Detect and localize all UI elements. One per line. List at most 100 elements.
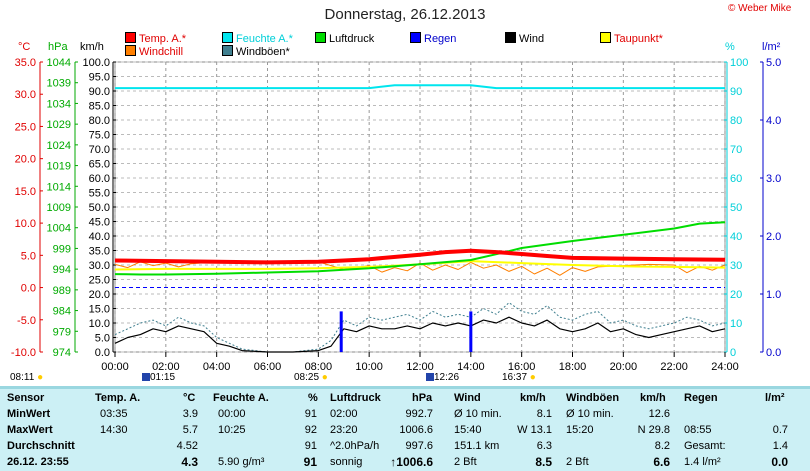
stats-cell-wi_v: 6.3 — [536, 440, 552, 452]
marker-sunrise-2: 08:25 ● — [294, 372, 328, 383]
stats-header-regen-unit: l/m² — [765, 392, 785, 404]
x-tick-label: 10:00 — [355, 361, 383, 373]
stats-cell-feu_v: 92 — [304, 424, 317, 436]
stats-cell-re_t: Gesamt: — [684, 440, 726, 452]
axis-unit-pct: % — [725, 41, 735, 53]
stats-cell-temp_v: 5.7 — [182, 424, 198, 436]
wind_kmh-tick-label: 70.0 — [89, 144, 110, 156]
humidity_pct-tick-label: 10 — [730, 318, 742, 330]
x-tick-label: 22:00 — [660, 361, 688, 373]
temp_c-tick-label: 35.0 — [15, 57, 36, 69]
stats-cell-bo_v: 8.2 — [654, 440, 670, 452]
x-tick-label: 24:00 — [711, 361, 739, 373]
wind_kmh-tick-label: 85.0 — [89, 101, 110, 113]
stats-cell-dr_t: ^2.0hPa/h — [330, 440, 380, 452]
stats-cell-re_t: 1.4 l/m² — [684, 456, 721, 468]
temp_c-tick-label: 10.0 — [15, 218, 36, 230]
wind_kmh-tick-label: 10.0 — [89, 318, 110, 330]
rain_lm2-tick-label: 4.0 — [766, 115, 781, 127]
legend-windchill: Windchill — [125, 45, 183, 58]
chart-series — [114, 84, 726, 353]
x-tick-label: 00:00 — [101, 361, 129, 373]
legend-luftdruck-swatch — [315, 32, 326, 43]
stats-header-wind: Wind — [454, 392, 481, 404]
stats-cell-label: Durchschnitt — [7, 440, 75, 452]
temp_c-tick-label: 25.0 — [15, 121, 36, 133]
pressure_hpa-tick-label: 1004 — [47, 223, 71, 235]
marker-moonset: 12:26 — [426, 372, 459, 383]
wind_kmh-tick-label: 40.0 — [89, 231, 110, 243]
stats-cell-dr_v: 992.7 — [405, 408, 433, 420]
temp_c-tick-label: 30.0 — [15, 89, 36, 101]
series-temp-a — [114, 248, 726, 265]
rain-bar — [469, 311, 473, 352]
stats-header-boeen: Windböen — [566, 392, 620, 404]
legend-temp-swatch — [125, 32, 136, 43]
legend-regen: Regen — [410, 32, 456, 45]
humidity_pct-tick-label: 50 — [730, 202, 742, 214]
x-tick-label: 06:00 — [254, 361, 282, 373]
stats-header-temp: Temp. A. — [95, 392, 141, 404]
chart-grid — [114, 61, 726, 353]
wind_kmh-tick-label: 5.0 — [95, 333, 110, 345]
legend-windboeen-label: Windböen* — [236, 46, 290, 58]
stats-header-druck: Luftdruck — [330, 392, 381, 404]
axis-unit-hpa: hPa — [48, 41, 68, 53]
stats-cell-bo_t: Ø 10 min. — [566, 408, 614, 420]
humidity_pct-tick-label: 20 — [730, 289, 742, 301]
stats-cell-dr_v: ↑1006.6 — [390, 455, 433, 469]
wind_kmh-tick-label: 80.0 — [89, 115, 110, 127]
rain_lm2-tick-label: 5.0 — [766, 57, 781, 69]
marker-moonrise: 01:15 — [142, 372, 175, 383]
pressure_hpa-tick-label: 1034 — [47, 98, 71, 110]
legend-taupunkt-swatch — [600, 32, 611, 43]
stats-cell-label: 26.12. 23:55 — [7, 456, 69, 468]
stats-cell-wi_v: 8.5 — [535, 455, 552, 469]
pressure_hpa-tick-label: 1029 — [47, 119, 71, 131]
wind_kmh-tick-label: 95.0 — [89, 72, 110, 84]
stats-cell-re_t: 08:55 — [684, 424, 712, 436]
y-axes: 35.0 30.0 25.0 20.0 15.0 10.0 5.0 0.0 -5.0 -10.0 1… — [11, 57, 781, 359]
pressure_hpa-tick-label: 984 — [53, 306, 71, 318]
humidity_pct-tick-label: 40 — [730, 231, 742, 243]
wind_kmh-tick-label: 0.0 — [95, 347, 110, 359]
wind_kmh-tick-label: 15.0 — [89, 304, 110, 316]
stats-cell-feu_v: 91 — [304, 408, 317, 420]
stats-cell-bo_v: 12.6 — [648, 408, 670, 420]
pressure_hpa-tick-label: 1009 — [47, 202, 71, 214]
temp_c-tick-label: 20.0 — [15, 154, 36, 166]
wind_kmh-tick-label: 60.0 — [89, 173, 110, 185]
wind_kmh-tick-label: 30.0 — [89, 260, 110, 272]
marker-sunset: 16:37 ● — [502, 372, 536, 383]
temp_c-tick-label: -10.0 — [11, 347, 36, 359]
humidity_pct-tick-label: 30 — [730, 260, 742, 272]
stats-header-wind-unit: km/h — [520, 392, 546, 404]
stats-cell-label: MinWert — [7, 408, 51, 420]
legend-windboeen: Windböen* — [222, 45, 290, 58]
stats-cell-wi_t: 151.1 km — [454, 440, 500, 452]
axis-unit-temp: °C — [18, 41, 31, 53]
legend-feuchte-label: Feuchte A.* — [236, 33, 293, 45]
pressure_hpa-tick-label: 1024 — [47, 140, 71, 152]
stats-cell-re_v: 0.7 — [772, 424, 788, 436]
stats-cell-feu_t: 5.90 g/m³ — [218, 456, 265, 468]
stats-header-temp-unit: °C — [183, 392, 196, 404]
stats-cell-bo_t: 15:20 — [566, 424, 594, 436]
pressure_hpa-tick-label: 989 — [53, 285, 71, 297]
stats-header-boeen-unit: km/h — [640, 392, 666, 404]
stats-header-druck-unit: hPa — [412, 392, 433, 404]
stats-cell-temp_t: 14:30 — [100, 424, 128, 436]
legend-taupunkt: Taupunkt* — [600, 32, 663, 45]
copyright: © Weber Mike — [728, 3, 792, 14]
stats-header-regen: Regen — [684, 392, 718, 404]
x-tick-label: 12:00 — [406, 361, 434, 373]
stats-cell-temp_v: 4.3 — [181, 455, 198, 469]
page-title: Donnerstag, 26.12.2013 — [324, 6, 486, 23]
stats-cell-temp_v: 4.52 — [176, 440, 198, 452]
rain-bar — [339, 311, 343, 352]
legend-temp: Temp. A.* — [125, 32, 186, 45]
x-tick-label: 20:00 — [610, 361, 638, 373]
x-tick-label: 02:00 — [152, 361, 180, 373]
stats-cell-bo_v: N 29.8 — [637, 424, 670, 436]
humidity_pct-tick-label: 70 — [730, 144, 742, 156]
